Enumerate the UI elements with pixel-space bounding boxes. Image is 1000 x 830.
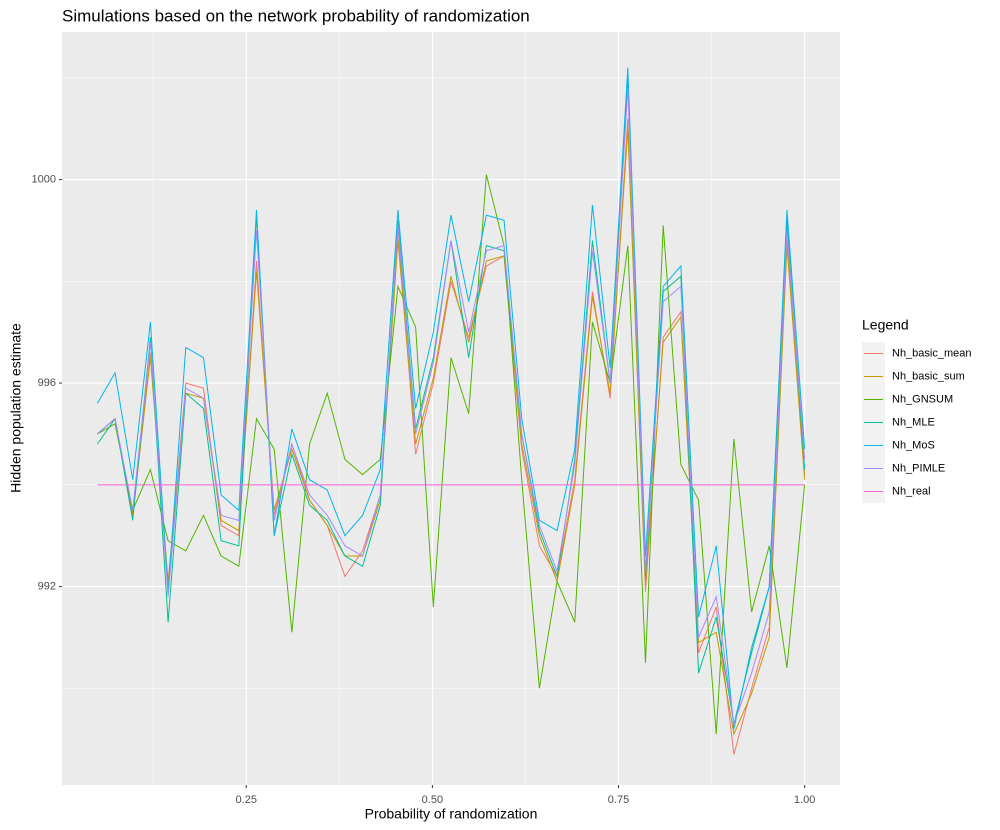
legend-title: Legend [862, 317, 909, 333]
legend-label: Nh_MLE [892, 416, 935, 428]
series-line [97, 128, 806, 736]
series-line [97, 87, 806, 725]
legend-label: Nh_basic_sum [892, 370, 965, 382]
legend-label: Nh_GNSUM [892, 393, 953, 405]
y-tick-label: 992 [38, 580, 56, 592]
chart-title: Simulations based on the network probabi… [62, 6, 530, 25]
x-tick-label: 0.50 [422, 794, 443, 806]
y-tick-label: 996 [38, 377, 56, 389]
legend-label: Nh_MoS [892, 439, 935, 451]
x-tick-label: 0.25 [236, 794, 257, 806]
series-line [96, 67, 806, 730]
y-tick-label: 1000 [32, 173, 56, 185]
legend-label: Nh_real [892, 485, 931, 497]
x-tick-label: 0.75 [608, 794, 629, 806]
x-axis-title: Probability of randomization [365, 806, 538, 822]
series-line [97, 174, 806, 735]
legend-label: Nh_PIMLE [892, 462, 945, 474]
x-tick-label: 1.00 [794, 794, 815, 806]
legend-label: Nh_basic_mean [892, 347, 972, 359]
y-axis-title: Hidden population estimate [8, 323, 24, 493]
